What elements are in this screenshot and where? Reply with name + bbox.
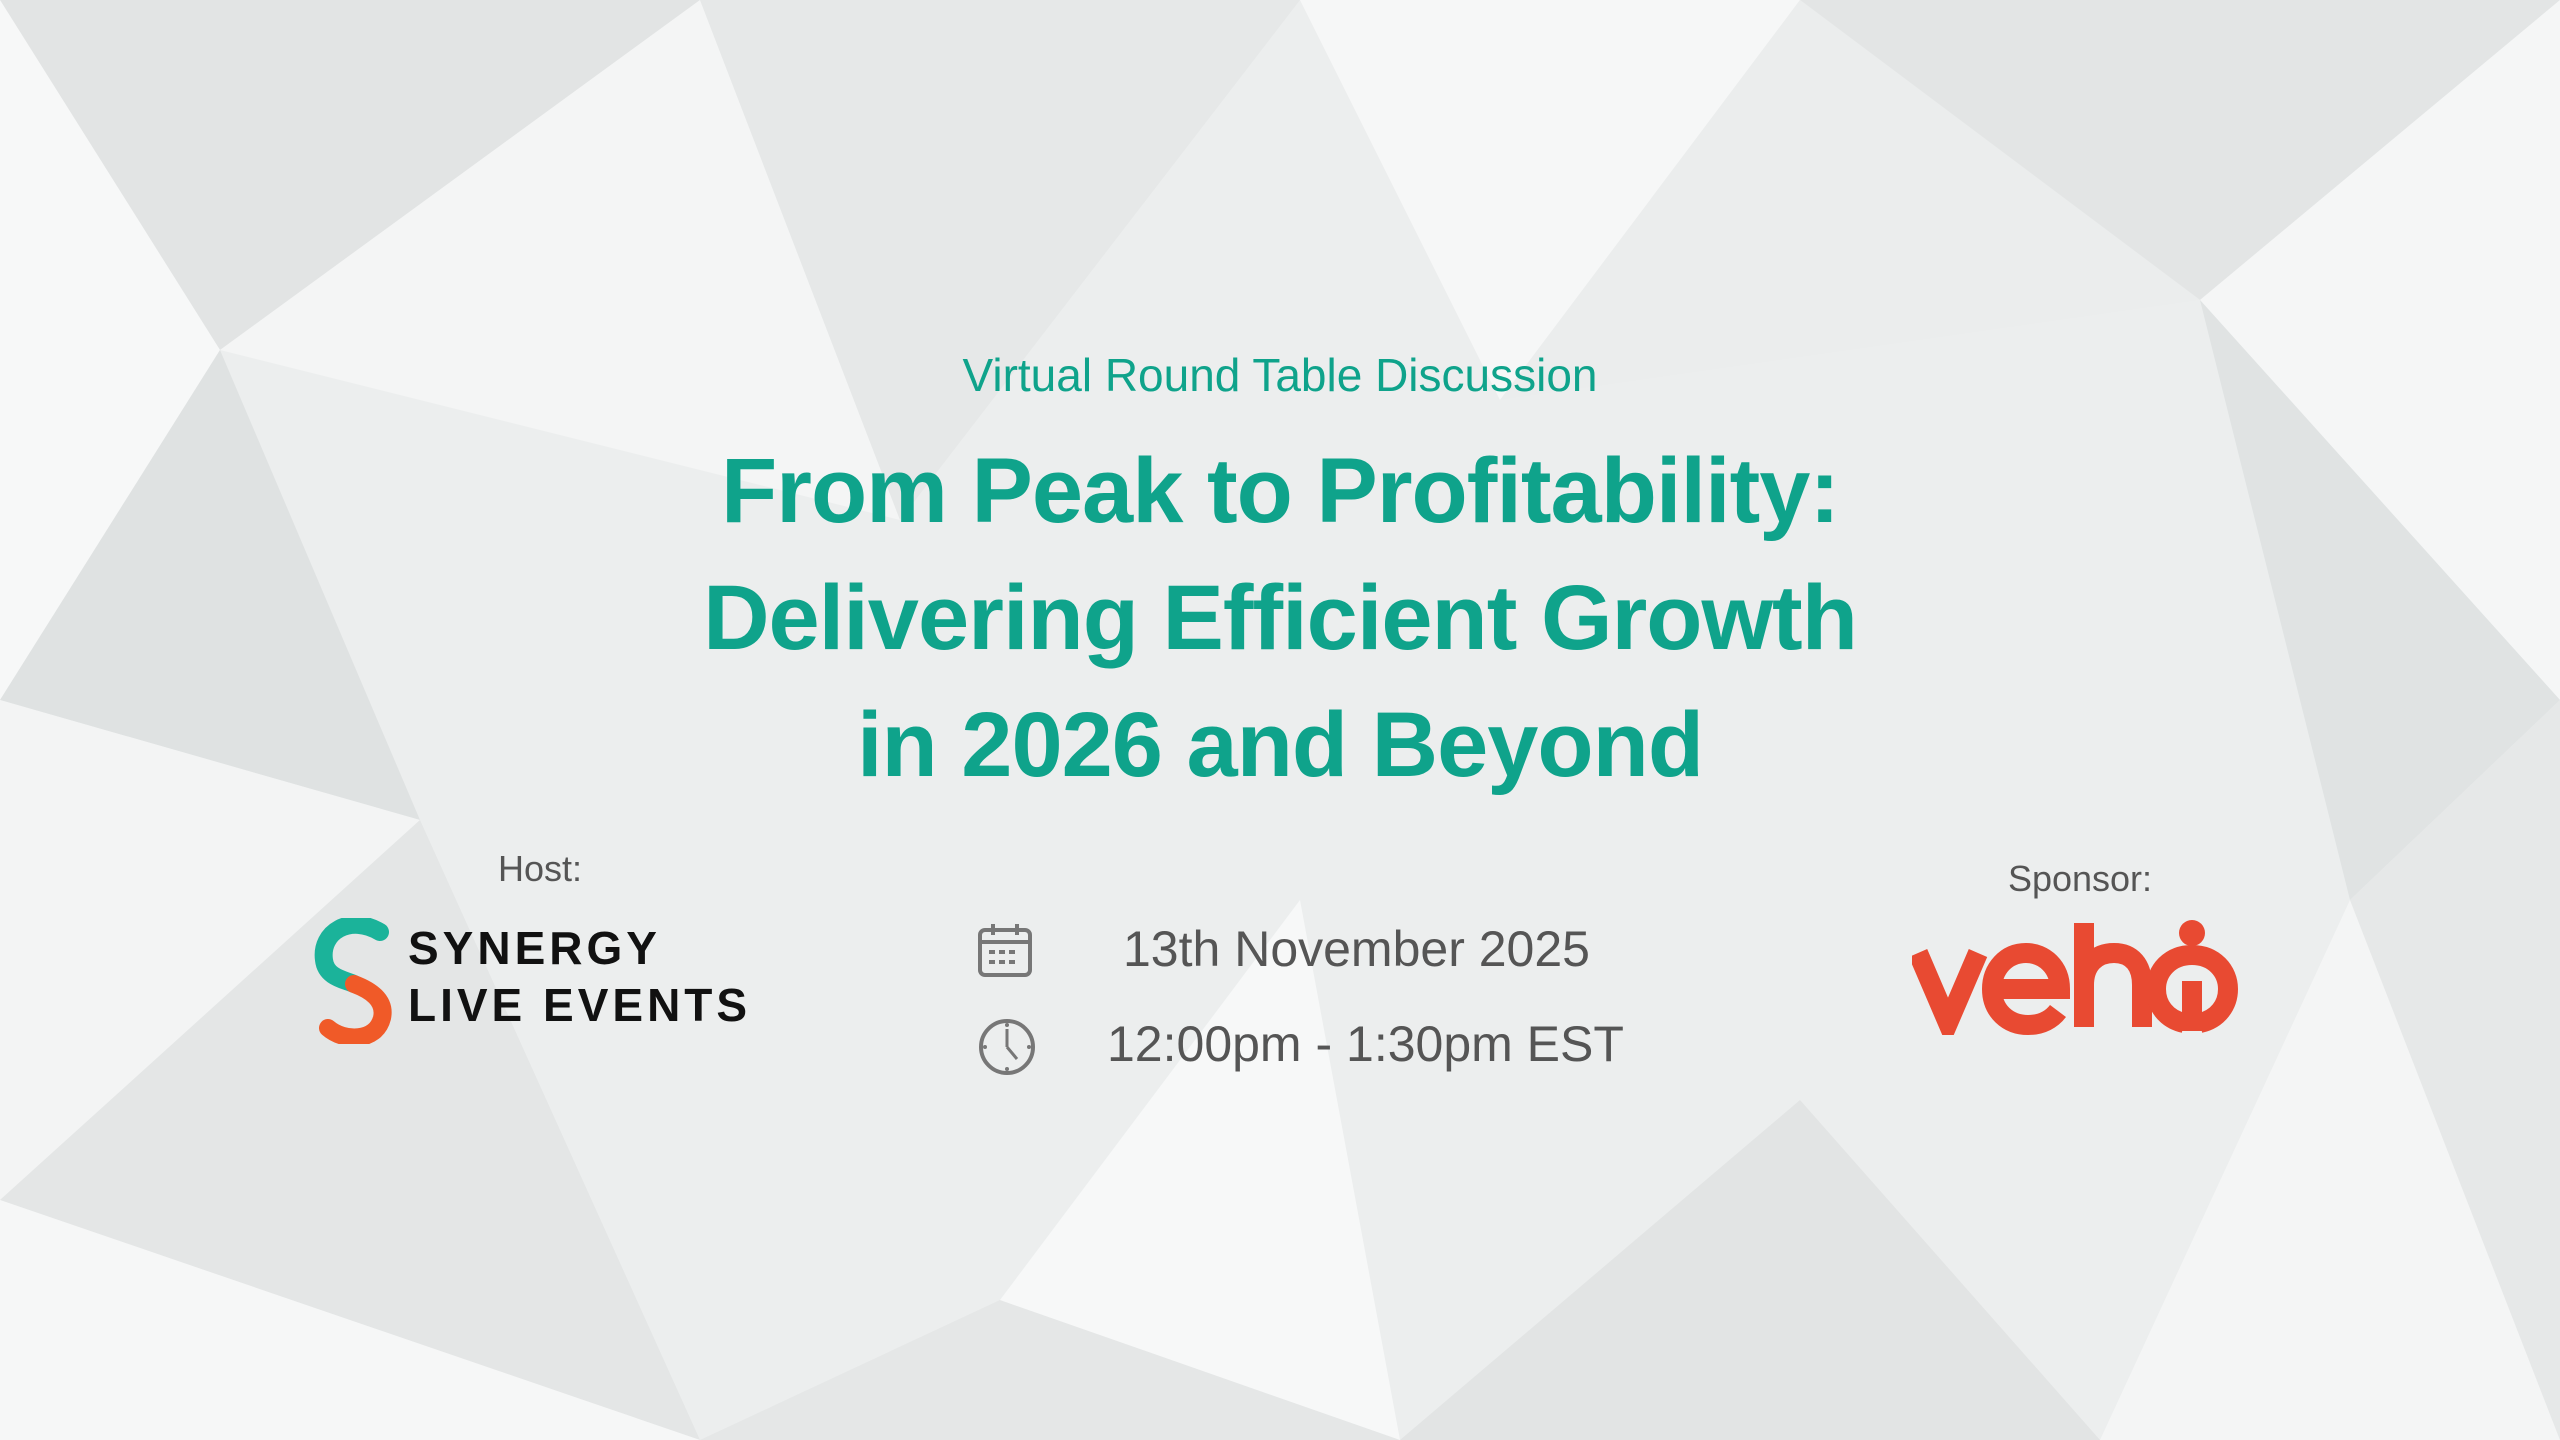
- event-subtitle: Virtual Round Table Discussion: [962, 349, 1598, 401]
- event-time: 12:00pm - 1:30pm EST: [1107, 1016, 1624, 1072]
- clock-icon: [979, 1019, 1035, 1075]
- event-title-line-1: From Peak to Profitability:: [720, 440, 1840, 542]
- synergy-logo-icon: [314, 918, 392, 1044]
- synergy-logo-line-1: SYNERGY: [408, 922, 661, 974]
- calendar-icon: [978, 924, 1032, 977]
- sponsor-label: Sponsor:: [2007, 858, 2153, 899]
- event-title-line-3: in 2026 and Beyond: [856, 694, 1704, 796]
- synergy-logo-text: SYNERGY LIVE EVENTS: [408, 920, 751, 1034]
- veho-logo: [1912, 920, 2239, 1035]
- synergy-logo-line-2: LIVE EVENTS: [408, 979, 752, 1031]
- event-title-line-2: Delivering Efficient Growth: [703, 567, 1858, 669]
- host-label: Host:: [497, 848, 583, 889]
- event-date: 13th November 2025: [1123, 921, 1590, 977]
